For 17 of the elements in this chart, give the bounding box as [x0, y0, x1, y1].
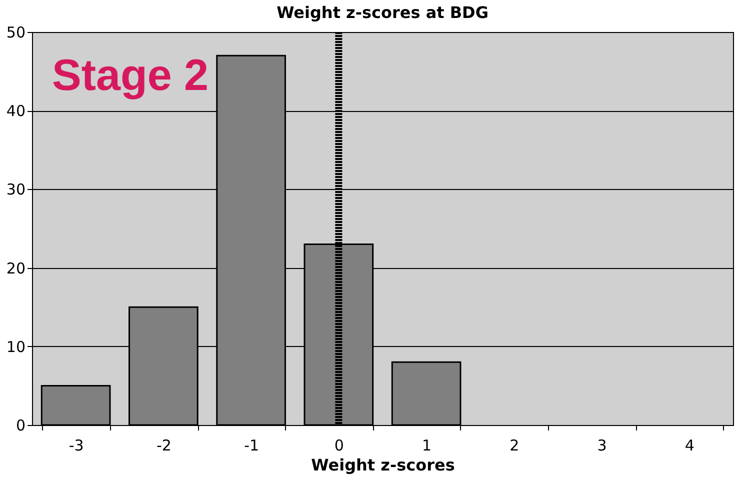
x-tick-label: -1: [244, 436, 260, 454]
y-tick-label: 40: [6, 102, 26, 120]
chart-title: Weight z-scores at BDG: [276, 3, 488, 22]
x-tick-label: 4: [684, 436, 694, 454]
y-tick-label: 10: [6, 338, 26, 356]
x-tick-label: 3: [597, 436, 607, 454]
y-tick-label: 50: [6, 24, 26, 42]
x-tick-label: -2: [156, 436, 172, 454]
x-tick-label: 1: [422, 436, 432, 454]
y-tick-label: 30: [6, 180, 26, 199]
x-tick-label: 2: [510, 436, 520, 454]
x-axis-title: Weight z-scores: [311, 456, 455, 474]
x-tick-label: -3: [68, 436, 84, 454]
annotation: Stage 2: [52, 51, 209, 100]
y-tick-label: 0: [16, 416, 26, 434]
y-tick-label: 20: [6, 259, 26, 278]
x-tick-label: 0: [334, 436, 344, 454]
